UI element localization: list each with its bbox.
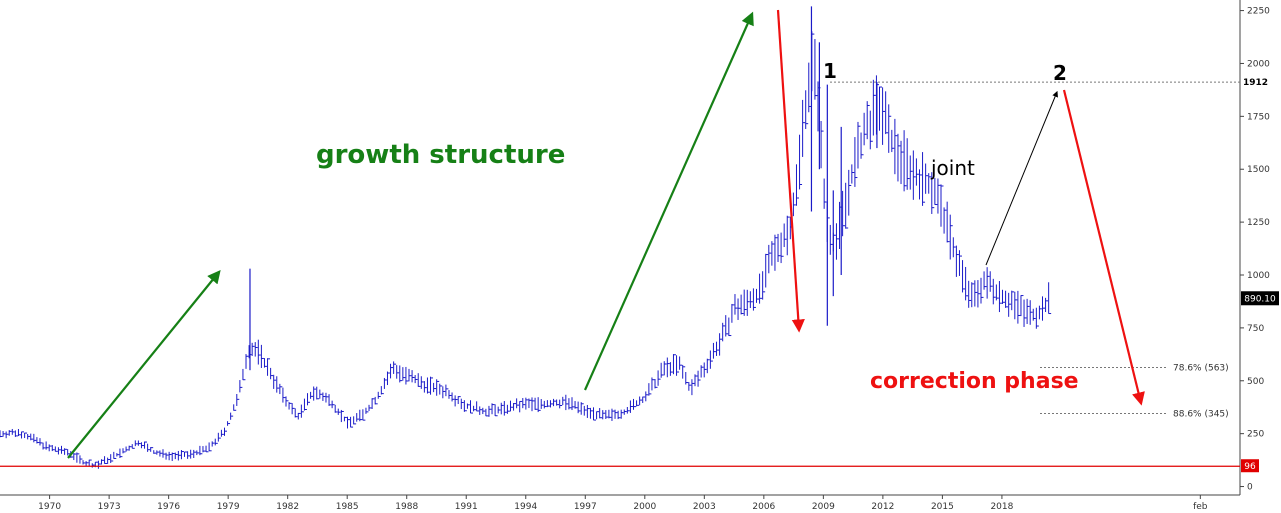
x-tick-label: 1976 <box>157 502 180 512</box>
drop-arrow-1 <box>776 9 805 333</box>
y-tick-label: 1750 <box>1247 112 1270 122</box>
y-tick-label: 1250 <box>1247 218 1270 228</box>
drop-arrow-2 <box>1062 89 1145 406</box>
x-tick-label: 2009 <box>812 502 835 512</box>
x-tick-label: 1997 <box>574 502 597 512</box>
y-tick-label: 250 <box>1247 430 1264 440</box>
y-tick-label: 500 <box>1247 377 1264 387</box>
y-tick-label: 2250 <box>1247 7 1270 17</box>
price-bars <box>0 6 1052 469</box>
last-price-label: 890.10 <box>1244 294 1276 304</box>
fibonacci-levels: 78.6% (563) 88.6% (345) <box>1040 363 1229 420</box>
growth-structure-label: growth structure <box>316 140 565 170</box>
wave-2-label: 2 <box>1053 61 1067 85</box>
peak-badge: 1912 <box>1243 78 1268 88</box>
joint-label: joint <box>930 156 975 180</box>
x-tick-label: 2006 <box>752 502 775 512</box>
x-tick-label: 1985 <box>336 502 359 512</box>
last-price-badge: 890.10 <box>1241 291 1279 306</box>
joint-arrow <box>985 90 1058 266</box>
x-tick-label: 1973 <box>98 502 121 512</box>
x-tick-label: 1982 <box>276 502 299 512</box>
y-tick-label: 1000 <box>1247 271 1270 281</box>
x-tick-label: 2003 <box>693 502 716 512</box>
x-tick-label: 1991 <box>455 502 478 512</box>
x-tick-label: 1979 <box>217 502 240 512</box>
correction-phase-label: correction phase <box>870 369 1079 394</box>
support-badge: 96 <box>1241 459 1259 473</box>
x-tick-label: 1970 <box>38 502 61 512</box>
x-tick-label: 2000 <box>633 502 656 512</box>
growth-arrow-1 <box>67 269 221 459</box>
y-tick-label: 0 <box>1247 483 1253 493</box>
x-tick-label: 2012 <box>871 502 894 512</box>
y-axis-ticks: 0 250 500 750 1000 1250 1500 1750 2000 2250 <box>1240 7 1270 493</box>
growth-arrow-2 <box>583 11 754 391</box>
y-tick-label: 1500 <box>1247 165 1270 175</box>
y-tick-label: 750 <box>1247 324 1264 334</box>
x-tick-label: 2018 <box>990 502 1013 512</box>
x-tick-label: 2015 <box>931 502 954 512</box>
x-tick-label: feb <box>1193 502 1208 512</box>
support-label: 96 <box>1244 462 1256 472</box>
peak-label: 1912 <box>1243 78 1268 88</box>
x-axis-ticks: 1970 1973 1976 1979 1982 1985 1988 1991 1994 1997… <box>38 495 1208 512</box>
x-tick-label: 1988 <box>395 502 418 512</box>
fib-level-label: 78.6% (563) <box>1173 363 1229 373</box>
x-tick-label: 1994 <box>514 502 537 512</box>
y-tick-label: 2000 <box>1247 59 1270 69</box>
wave-1-label: 1 <box>823 59 837 83</box>
fib-level-label: 88.6% (345) <box>1173 410 1229 420</box>
